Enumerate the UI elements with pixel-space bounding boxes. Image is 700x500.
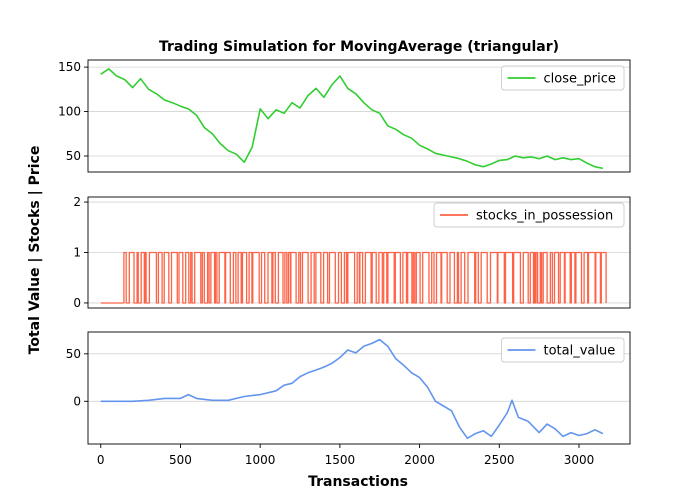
y-tick-label: 100 [58,105,81,119]
y-tick-label: 150 [58,60,81,74]
legend-label: close_price [544,72,616,87]
y-tick-label: 0 [73,296,81,310]
y-tick-label: 0 [73,394,81,408]
chart-title: Trading Simulation for MovingAverage (tr… [159,39,559,55]
series-line-close-price [100,68,604,170]
series-line-total-value [100,338,604,440]
legend-box [501,337,625,363]
panel-total-value: 0 50 total_value [66,331,631,445]
panel-close-price: 50 100 150 close_price [58,59,631,173]
x-tick-label: 0 [97,453,105,467]
x-tick-label: 1000 [245,453,276,467]
y-axis-title: Total Value | Stocks | Price [27,146,43,355]
x-tick-label: 1500 [325,453,356,467]
legend-box [501,65,625,91]
legend-label: stocks_in_possession [476,209,613,224]
y-tick-label: 2 [73,195,81,209]
y-tick-label: 1 [73,246,81,260]
x-tick-label: 500 [169,453,192,467]
y-tick-label: 50 [66,347,81,361]
series-line-stocks [100,251,607,304]
legend-box [433,202,625,228]
chart-panels: 50 100 150 close_price 0 1 2 stocks_in_possessi… [58,59,631,467]
legend-label: total_value [544,344,616,359]
x-tick-label: 2500 [484,453,515,467]
x-tick-label: 2000 [404,453,435,467]
y-tick-label: 50 [66,149,81,163]
x-tick-label: 3000 [564,453,595,467]
panel-frame [87,331,631,445]
panel-frame [87,59,631,173]
x-axis-title: Transactions [308,474,408,490]
panel-stocks: 0 1 2 stocks_in_possession [73,195,631,310]
